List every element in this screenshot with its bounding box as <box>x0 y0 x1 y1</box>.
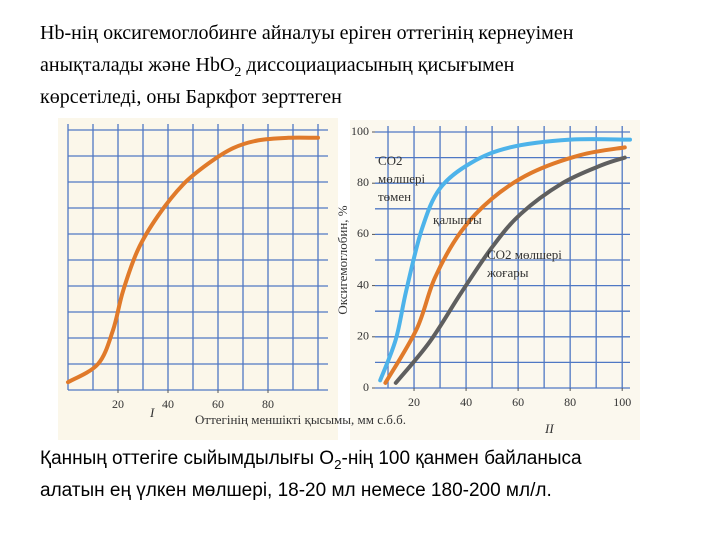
x-tick-label: 80 <box>564 395 576 409</box>
text-segment: көрсетіледі, оны Баркфот зерттеген <box>40 86 342 108</box>
text-line: Қанның оттегіге сыйымдылығы O2-нің 100 қ… <box>40 448 582 472</box>
chart-background <box>350 120 640 440</box>
y-tick-label: 40 <box>357 277 369 291</box>
annotation: CO2 мөлшері <box>487 247 562 262</box>
annotation: CO2 <box>378 153 403 168</box>
curve <box>378 137 632 383</box>
text-line: анықталады және HbO2 диссоциациасының қи… <box>40 54 514 81</box>
curve <box>393 155 627 385</box>
text-segment: алатын ең үлкен мөлшері, 18-20 мл немесе… <box>40 480 552 501</box>
x-tick-label: 60 <box>512 395 524 409</box>
x-axis-label: Оттегінің меншікті қысымы, мм с.б.б. <box>195 412 406 427</box>
x-tick-label: 100 <box>613 395 631 409</box>
y-tick-label: 0 <box>363 380 369 394</box>
y-tick-label: 20 <box>357 329 369 343</box>
text-segment: 2 <box>234 65 242 80</box>
curve <box>66 135 320 385</box>
text-segment: -нің 100 қанмен байланыса <box>341 448 582 469</box>
y-axis-label: Оксигемоглобин, % <box>335 205 350 314</box>
y-tick-label: 60 <box>357 226 369 240</box>
text-line: алатын ең үлкен мөлшері, 18-20 мл немесе… <box>40 480 552 502</box>
text-segment: Hb-нің оксигемоглобинге айналуы еріген о… <box>40 22 574 44</box>
text-segment: Қанның оттегіге сыйымдылығы O <box>40 448 335 469</box>
text-segment: диссоциациасының қисығымен <box>241 54 515 76</box>
text-line: Hb-нің оксигемоглобинге айналуы еріген о… <box>40 22 573 45</box>
x-tick-label: 20 <box>408 395 420 409</box>
text-segment: анықталады және HbO <box>40 54 235 76</box>
chart-background <box>58 118 338 440</box>
annotation: төмен <box>378 189 411 204</box>
annotation: жоғары <box>486 265 529 280</box>
x-tick-label: 60 <box>212 397 224 411</box>
y-tick-label: 100 <box>351 124 369 138</box>
annotation: қалыпты <box>433 212 482 227</box>
x-tick-label: 20 <box>112 397 124 411</box>
chart-label: I <box>149 405 155 420</box>
text-line: көрсетіледі, оны Баркфот зерттеген <box>40 86 342 109</box>
x-tick-label: 80 <box>262 397 274 411</box>
x-tick-label: 40 <box>460 395 472 409</box>
annotation: мөлшері <box>378 171 425 186</box>
chart-label: II <box>544 421 554 436</box>
curve <box>383 145 627 385</box>
y-tick-label: 80 <box>357 175 369 189</box>
text-segment: 2 <box>334 456 342 472</box>
x-tick-label: 40 <box>162 397 174 411</box>
